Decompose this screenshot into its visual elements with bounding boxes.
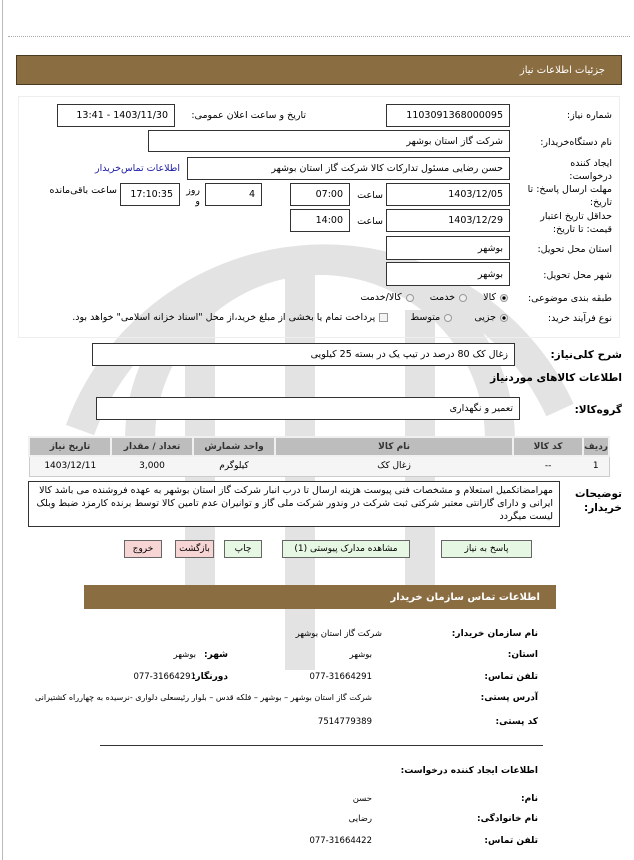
attachments-button[interactable]: مشاهده مدارک پیوستی (1) — [282, 540, 410, 558]
notes-label: توضیحات خریدار: — [574, 488, 622, 514]
table-row: 1 -- زغال کک کیلوگرم 3,000 1403/12/11 — [29, 456, 609, 476]
category-options: کالا خدمت کالا/خدمت — [360, 292, 512, 303]
family-label: نام خانوادگی: — [476, 814, 538, 824]
goods-title: اطلاعات کالاهای موردنیاز — [490, 372, 622, 384]
city-contact-label: شهر: — [204, 650, 228, 660]
details-panel — [18, 96, 620, 338]
name-value: حسن — [352, 794, 372, 804]
fax-value: 077-31664291 — [133, 672, 196, 682]
org-value: شرکت گاز استان بوشهر — [295, 629, 382, 639]
group-field: تعمیر و نگهداری — [96, 397, 520, 420]
radio-medium[interactable]: متوسط — [410, 312, 456, 323]
need-number-field: 1103091368000095 — [386, 104, 510, 127]
province-field: بوشهر — [386, 236, 510, 260]
page-title-bar: جزئیات اطلاعات نیاز — [16, 55, 622, 85]
buyer-org-label: نام دستگاه‌خریدار: — [540, 137, 612, 148]
creator-phone-label: تلفن تماس: — [484, 836, 538, 846]
province-contact-value: بوشهر — [349, 650, 373, 660]
address-label: آدرس پستی: — [480, 693, 538, 703]
col-name: نام کالا — [273, 436, 515, 457]
deadline-time-label: ساعت — [357, 190, 383, 201]
announce-field: 1403/11/30 - 13:41 — [57, 104, 175, 127]
reply-button[interactable]: پاسخ به نیاز — [441, 540, 532, 558]
validity-date-field: 1403/12/29 — [386, 209, 510, 232]
org-label: نام سازمان خریدار: — [451, 629, 538, 639]
deadline-time-field: 07:00 — [290, 183, 350, 206]
address-value: شرکت گاز استان بوشهر – بوشهر – فلکه قدس … — [35, 693, 372, 702]
notes-field: مهرامضاتکمیل استعلام و مشخصات فنی پیوست … — [28, 481, 560, 527]
city-label: شهر محل تحویل: — [543, 270, 612, 281]
buyer-org-field: شرکت گاز استان بوشهر — [148, 130, 510, 152]
announce-label: تاریخ و ساعت اعلان عمومی: — [191, 110, 306, 121]
process-label: نوع فرآیند خرید: — [547, 313, 612, 324]
contact-title: اطلاعات تماس سازمان خریدار — [390, 591, 540, 603]
goods-table: ردیف کد کالا نام کالا واحد شمارش تعداد /… — [28, 436, 610, 477]
postal-label: کد پستی: — [495, 717, 538, 727]
table-header: ردیف کد کالا نام کالا واحد شمارش تعداد /… — [28, 436, 610, 457]
fax-label: دورنگار: — [191, 672, 228, 682]
process-options: جزیی متوسط پرداخت تمام یا بخشی از مبلغ خ… — [72, 312, 512, 323]
exit-button[interactable]: خروج — [124, 540, 162, 558]
group-label: گروه‌کالا: — [574, 404, 622, 416]
validity-time-label: ساعت — [357, 216, 383, 227]
creator-info-title: اطلاعات ایجاد کننده درخواست: — [400, 766, 538, 776]
remaining-label: ساعت باقی‌مانده — [49, 185, 117, 196]
payment-note: پرداخت تمام یا بخشی از مبلغ خرید،از محل … — [72, 312, 376, 323]
need-number-label: شماره نیاز: — [566, 110, 612, 121]
phone-label: تلفن تماس: — [484, 672, 538, 682]
city-field: بوشهر — [386, 262, 510, 286]
deadline-date-field: 1403/12/05 — [386, 183, 510, 206]
radio-goods[interactable]: کالا — [483, 292, 512, 303]
print-button[interactable]: چاپ — [224, 540, 262, 558]
creator-label: ایجاد کننده درخواست: — [569, 158, 612, 182]
name-label: نام: — [521, 794, 538, 804]
creator-phone-value: 077-31664422 — [309, 836, 372, 846]
col-qty: تعداد / مقدار — [110, 436, 194, 457]
col-code: کد کالا — [512, 436, 585, 457]
province-contact-label: استان: — [507, 650, 538, 660]
radio-service[interactable]: خدمت — [430, 292, 471, 303]
description-field: زغال کک 80 درصد در تیپ یک در بسته 25 کیل… — [92, 343, 515, 366]
days-field: 4 — [205, 183, 262, 206]
dotted-divider — [8, 36, 630, 37]
validity-time-field: 14:00 — [290, 209, 350, 232]
radio-goods-service[interactable]: کالا/خدمت — [360, 292, 417, 303]
treasury-checkbox[interactable] — [375, 312, 392, 323]
deadline-label: مهلت ارسال پاسخ: تا تاریخ: — [527, 184, 612, 208]
province-label: استان محل تحویل: — [537, 244, 612, 255]
phone-value: 077-31664291 — [309, 672, 372, 682]
radio-minor[interactable]: جزیی — [474, 312, 512, 323]
days-label: روز و — [186, 185, 200, 207]
col-row: ردیف — [582, 436, 610, 457]
description-label: شرح کلی‌نیاز: — [550, 349, 622, 361]
postal-value: 7514779389 — [317, 717, 372, 727]
col-date: تاریخ نیاز — [28, 436, 112, 457]
col-unit: واحد شمارش — [192, 436, 276, 457]
creator-field: حسن رضایی مسئول تدارکات کالا شرکت گاز اس… — [187, 157, 510, 180]
back-button[interactable]: بازگشت — [175, 540, 214, 558]
contact-title-bar: اطلاعات تماس سازمان خریدار — [84, 585, 556, 609]
page-title: جزئیات اطلاعات نیاز — [519, 64, 605, 76]
left-border — [2, 0, 3, 860]
city-contact-value: بوشهر — [173, 650, 197, 660]
validity-label: حداقل تاریخ اعتبار قیمت: تا تاریخ: — [540, 211, 612, 235]
family-value: رضایی — [348, 814, 372, 824]
buyer-contact-link[interactable]: اطلاعات تماس‌خریدار — [95, 163, 180, 174]
category-label: طبقه بندی موضوعی: — [527, 293, 612, 304]
remaining-time-field: 17:10:35 — [120, 183, 180, 206]
contact-divider — [100, 745, 543, 746]
